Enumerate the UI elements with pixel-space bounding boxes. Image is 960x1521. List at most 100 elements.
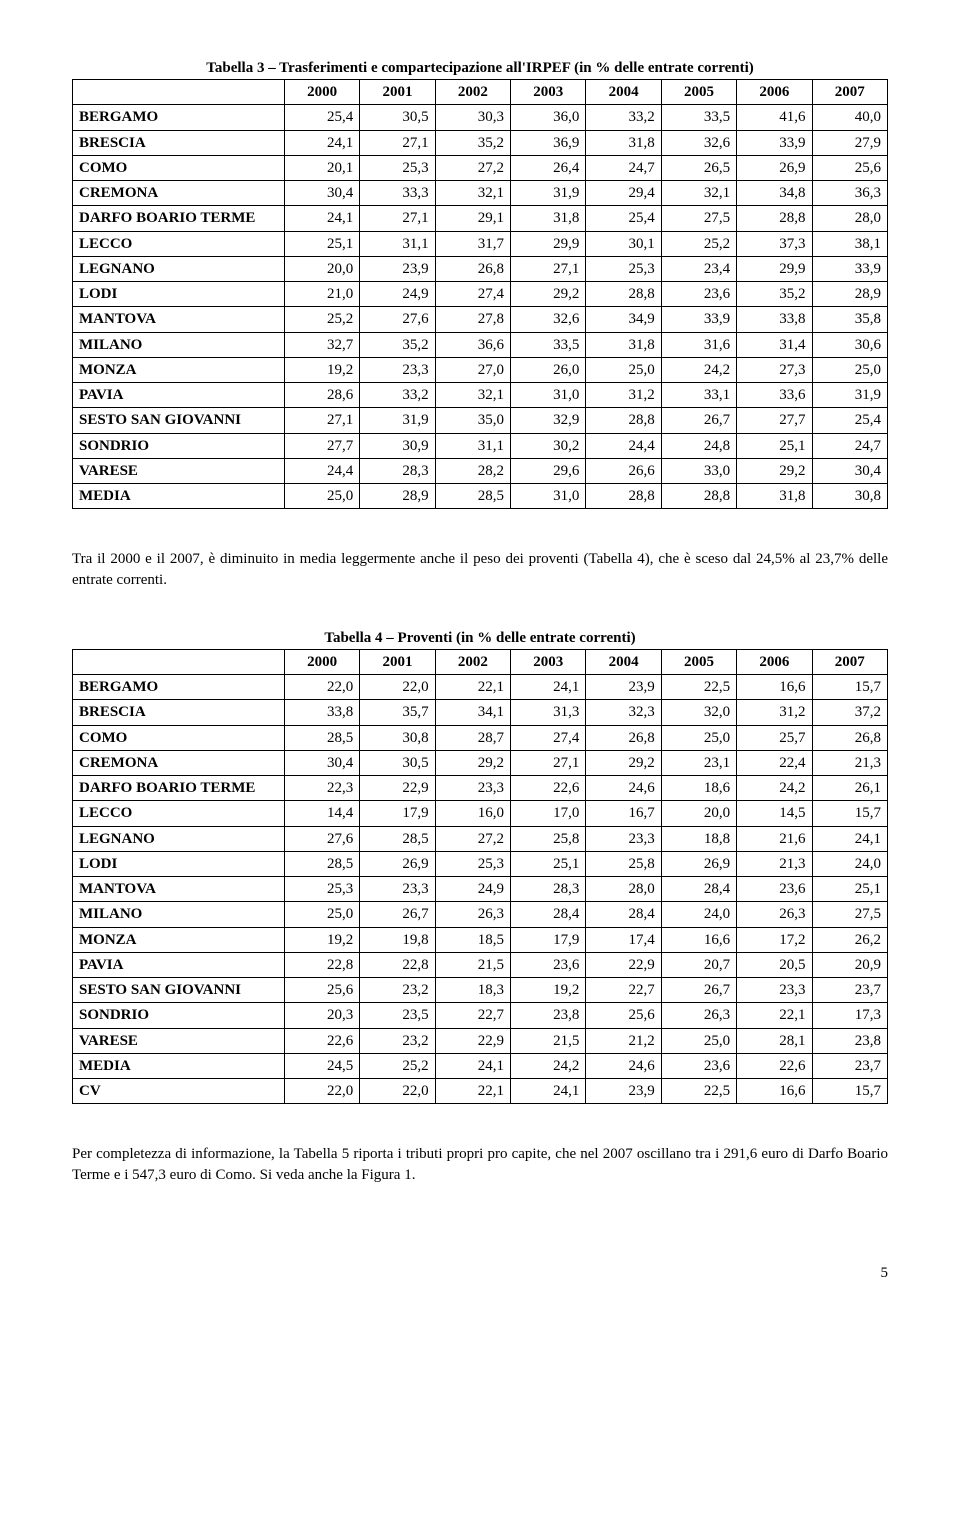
table3-year-header: 2003 [511,80,586,105]
row-label: CV [73,1079,285,1104]
row-value: 24,6 [586,776,661,801]
row-value: 36,6 [435,332,510,357]
table3-year-header: 2006 [737,80,812,105]
row-value: 31,7 [435,231,510,256]
row-value: 23,7 [812,1053,887,1078]
row-value: 19,2 [284,927,359,952]
row-value: 25,0 [812,357,887,382]
row-value: 25,3 [284,877,359,902]
row-value: 33,9 [812,256,887,281]
row-value: 24,2 [661,357,736,382]
row-value: 21,0 [284,282,359,307]
row-value: 27,7 [284,433,359,458]
row-label: VARESE [73,458,285,483]
row-value: 32,1 [435,181,510,206]
row-value: 27,9 [812,130,887,155]
row-value: 17,2 [737,927,812,952]
row-value: 25,8 [511,826,586,851]
row-value: 25,3 [435,851,510,876]
row-value: 23,3 [360,357,435,382]
row-value: 20,9 [812,952,887,977]
row-value: 27,8 [435,307,510,332]
row-value: 25,3 [586,256,661,281]
row-value: 25,1 [812,877,887,902]
row-value: 26,5 [661,155,736,180]
row-value: 27,4 [511,725,586,750]
row-value: 22,0 [360,675,435,700]
row-value: 24,9 [435,877,510,902]
row-value: 26,9 [737,155,812,180]
table-row: LEGNANO20,023,926,827,125,323,429,933,9 [73,256,888,281]
row-label: BERGAMO [73,675,285,700]
row-label: PAVIA [73,383,285,408]
row-value: 23,6 [737,877,812,902]
row-label: MEDIA [73,484,285,509]
row-value: 25,7 [737,725,812,750]
row-value: 23,8 [511,1003,586,1028]
table-row: PAVIA28,633,232,131,031,233,133,631,9 [73,383,888,408]
table-row: MANTOVA25,323,324,928,328,028,423,625,1 [73,877,888,902]
row-value: 29,2 [737,458,812,483]
row-value: 33,5 [661,105,736,130]
table-row: COMO28,530,828,727,426,825,025,726,8 [73,725,888,750]
table-row: MANTOVA25,227,627,832,634,933,933,835,8 [73,307,888,332]
row-value: 34,1 [435,700,510,725]
row-value: 30,8 [360,725,435,750]
row-value: 28,5 [360,826,435,851]
table-row: MONZA19,223,327,026,025,024,227,325,0 [73,357,888,382]
row-value: 21,3 [812,750,887,775]
row-label: MONZA [73,357,285,382]
row-value: 28,8 [586,484,661,509]
row-value: 21,2 [586,1028,661,1053]
table-row: PAVIA22,822,821,523,622,920,720,520,9 [73,952,888,977]
table3-year-header: 2004 [586,80,661,105]
row-value: 30,8 [812,484,887,509]
row-label: BRESCIA [73,130,285,155]
row-value: 29,9 [511,231,586,256]
row-value: 32,0 [661,700,736,725]
row-value: 25,6 [284,978,359,1003]
row-value: 20,0 [661,801,736,826]
row-value: 24,4 [586,433,661,458]
row-value: 20,0 [284,256,359,281]
row-value: 15,7 [812,801,887,826]
table-row: MEDIA24,525,224,124,224,623,622,623,7 [73,1053,888,1078]
row-value: 23,2 [360,1028,435,1053]
row-value: 23,3 [737,978,812,1003]
table-row: BERGAMO22,022,022,124,123,922,516,615,7 [73,675,888,700]
table-row: BRESCIA33,835,734,131,332,332,031,237,2 [73,700,888,725]
row-value: 23,6 [661,282,736,307]
row-value: 24,5 [284,1053,359,1078]
row-value: 30,4 [812,458,887,483]
row-value: 30,9 [360,433,435,458]
row-value: 26,7 [661,978,736,1003]
table-row: LECCO25,131,131,729,930,125,237,338,1 [73,231,888,256]
row-value: 31,0 [511,484,586,509]
table-row: VARESE22,623,222,921,521,225,028,123,8 [73,1028,888,1053]
row-value: 25,0 [284,484,359,509]
row-value: 31,9 [511,181,586,206]
table4-year-header: 2007 [812,649,887,674]
table-row: CREMONA30,433,332,131,929,432,134,836,3 [73,181,888,206]
row-value: 32,3 [586,700,661,725]
row-value: 26,8 [435,256,510,281]
row-value: 18,5 [435,927,510,952]
row-value: 31,6 [661,332,736,357]
table-row: SONDRIO27,730,931,130,224,424,825,124,7 [73,433,888,458]
row-label: SONDRIO [73,1003,285,1028]
row-value: 24,1 [284,130,359,155]
row-value: 26,9 [661,851,736,876]
row-value: 28,8 [586,282,661,307]
row-value: 28,5 [284,851,359,876]
row-value: 25,0 [661,725,736,750]
row-value: 19,2 [284,357,359,382]
row-value: 24,0 [812,851,887,876]
row-value: 28,0 [586,877,661,902]
row-label: SONDRIO [73,433,285,458]
table3-year-header: 2001 [360,80,435,105]
row-value: 30,5 [360,750,435,775]
row-value: 17,9 [511,927,586,952]
row-value: 21,5 [435,952,510,977]
row-value: 23,1 [661,750,736,775]
table-row: SESTO SAN GIOVANNI25,623,218,319,222,726… [73,978,888,1003]
